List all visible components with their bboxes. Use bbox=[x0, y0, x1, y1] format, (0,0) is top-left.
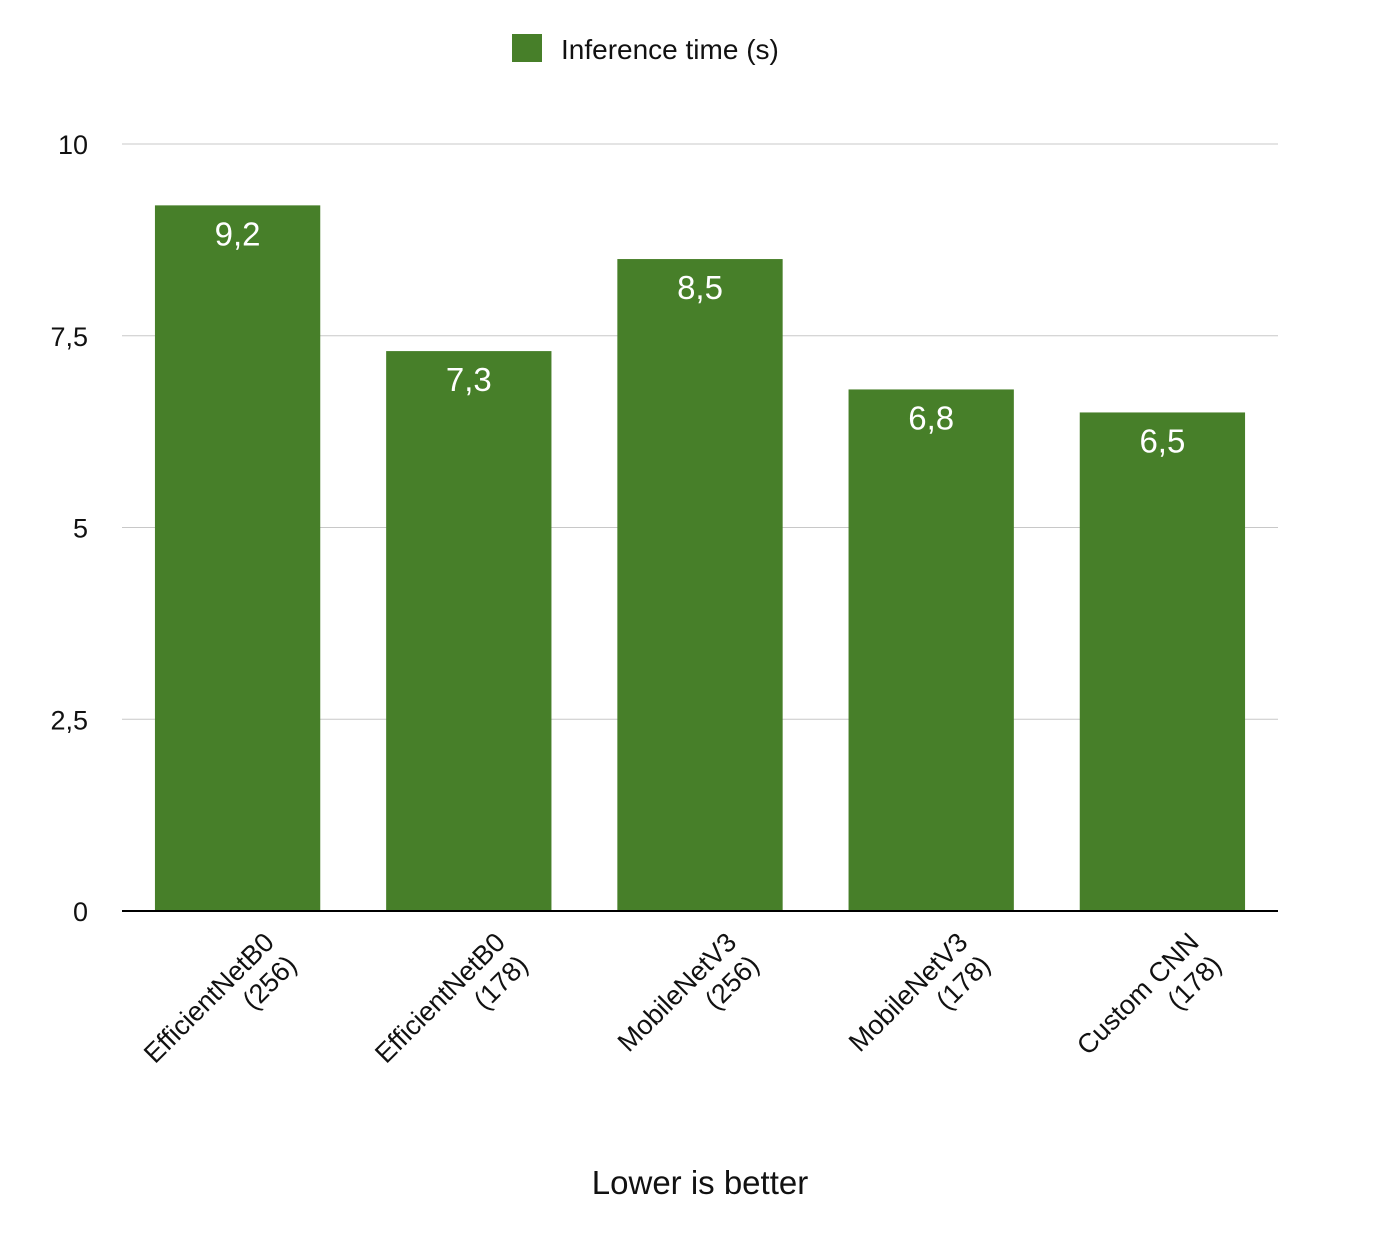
data-label: 9,2 bbox=[215, 215, 261, 252]
category-label: MobileNetV3(256) bbox=[612, 927, 765, 1058]
data-label: 8,5 bbox=[677, 269, 723, 306]
data-labels: 9,2 7,3 8,5 6,8 6,5 bbox=[215, 215, 1186, 459]
bar bbox=[617, 259, 783, 911]
category-label: MobileNetV3(178) bbox=[843, 927, 996, 1058]
data-label: 6,5 bbox=[1139, 422, 1185, 459]
legend: Inference time (s) bbox=[512, 34, 779, 65]
category-labels: EfficientNetB0(256) EfficientNetB0(178) Mo… bbox=[138, 927, 1227, 1069]
bar bbox=[848, 389, 1014, 911]
y-axis-ticks: 0 2,5 5 7,5 10 bbox=[50, 130, 88, 927]
y-tick-label: 5 bbox=[73, 514, 88, 544]
data-label: 6,8 bbox=[908, 399, 954, 436]
y-tick-label: 2,5 bbox=[50, 705, 88, 735]
category-label: EfficientNetB0(256) bbox=[138, 927, 302, 1069]
bar bbox=[154, 205, 321, 912]
x-axis-title: Lower is better bbox=[592, 1164, 808, 1201]
bar bbox=[1079, 412, 1246, 911]
data-label: 7,3 bbox=[446, 361, 492, 398]
legend-swatch bbox=[512, 34, 542, 62]
bar bbox=[386, 351, 552, 912]
y-tick-label: 10 bbox=[58, 130, 88, 160]
bars bbox=[154, 205, 1246, 912]
y-tick-label: 7,5 bbox=[50, 322, 88, 352]
category-label: Custom CNN(178) bbox=[1071, 927, 1227, 1061]
category-label: EfficientNetB0(178) bbox=[369, 927, 533, 1069]
legend-label: Inference time (s) bbox=[561, 34, 779, 65]
y-tick-label: 0 bbox=[73, 897, 88, 927]
